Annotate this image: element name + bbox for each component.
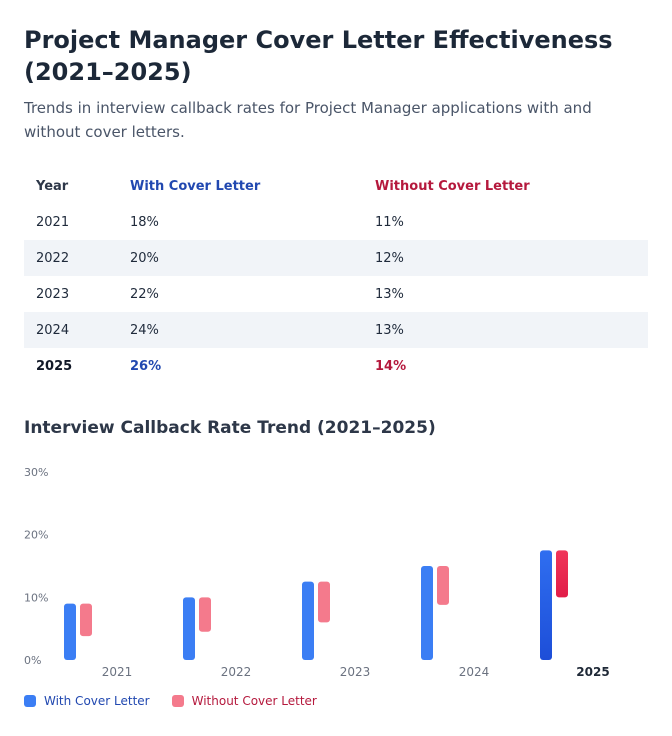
cell-year: 2025 (24, 348, 118, 384)
page-title: Project Manager Cover Letter Effectivene… (24, 26, 613, 86)
table-header-row: Year With Cover Letter Without Cover Let… (24, 168, 648, 204)
cell-without-cover-letter: 12% (363, 240, 648, 276)
cell-year: 2023 (24, 276, 118, 312)
legend-swatch-with (24, 695, 36, 707)
y-tick-label: 0% (24, 654, 41, 667)
cell-with-cover-letter: 20% (118, 240, 363, 276)
chart-legend: With Cover Letter Without Cover Letter (24, 694, 339, 708)
legend-label-with: With Cover Letter (44, 694, 150, 708)
bar-with-cover-letter-2023 (302, 581, 314, 660)
x-tick-label: 2022 (221, 665, 252, 679)
bar-without-cover-letter-2021 (80, 603, 92, 637)
bar-without-cover-letter-2025 (556, 550, 568, 598)
cell-without-cover-letter: 13% (363, 312, 648, 348)
cell-with-cover-letter: 18% (118, 204, 363, 240)
bar-with-cover-letter-2025 (540, 550, 552, 660)
table-row: 2024 24% 13% (24, 312, 648, 348)
cell-with-cover-letter: 24% (118, 312, 363, 348)
callback-table: Year With Cover Letter Without Cover Let… (24, 168, 648, 384)
table-row: 2021 18% 11% (24, 204, 648, 240)
table-row: 2022 20% 12% (24, 240, 648, 276)
bar-without-cover-letter-2024 (437, 566, 449, 605)
chart-title: Interview Callback Rate Trend (2021–2025… (24, 418, 436, 438)
table-row-highlighted: 2025 26% 14% (24, 348, 648, 384)
x-tick-label: 2024 (459, 665, 490, 679)
legend-item-with-cover-letter: With Cover Letter (24, 694, 150, 708)
bar-with-cover-letter-2021 (64, 603, 76, 660)
x-tick-label: 2023 (340, 665, 371, 679)
cell-year: 2022 (24, 240, 118, 276)
y-tick-label: 20% (24, 529, 48, 542)
bar-with-cover-letter-2022 (183, 597, 195, 660)
cell-with-cover-letter: 22% (118, 276, 363, 312)
column-header-with-cover-letter: With Cover Letter (118, 168, 363, 204)
x-tick-label: 2021 (102, 665, 133, 679)
column-header-year: Year (24, 168, 118, 204)
column-header-without-cover-letter: Without Cover Letter (363, 168, 648, 204)
legend-label-without: Without Cover Letter (191, 694, 317, 708)
y-tick-label: 10% (24, 591, 48, 604)
cell-with-cover-letter: 26% (118, 348, 363, 384)
legend-swatch-without (171, 695, 184, 707)
cell-year: 2021 (24, 204, 118, 240)
y-tick-label: 30% (24, 466, 48, 479)
page-subtitle: Trends in interview callback rates for P… (24, 99, 592, 141)
cell-without-cover-letter: 13% (363, 276, 648, 312)
x-tick-label: 2025 (576, 665, 609, 679)
legend-item-without-cover-letter: Without Cover Letter (171, 694, 317, 708)
bar-with-cover-letter-2024 (421, 566, 433, 660)
cell-without-cover-letter: 11% (363, 204, 648, 240)
cell-without-cover-letter: 14% (363, 348, 648, 384)
table-row: 2023 22% 13% (24, 276, 648, 312)
cell-year: 2024 (24, 312, 118, 348)
callback-bar-chart: 0% 10% 20% 30% 2021 2022 2023 2024 2025 (24, 466, 610, 679)
bar-without-cover-letter-2023 (318, 581, 330, 623)
bar-without-cover-letter-2022 (199, 597, 211, 632)
